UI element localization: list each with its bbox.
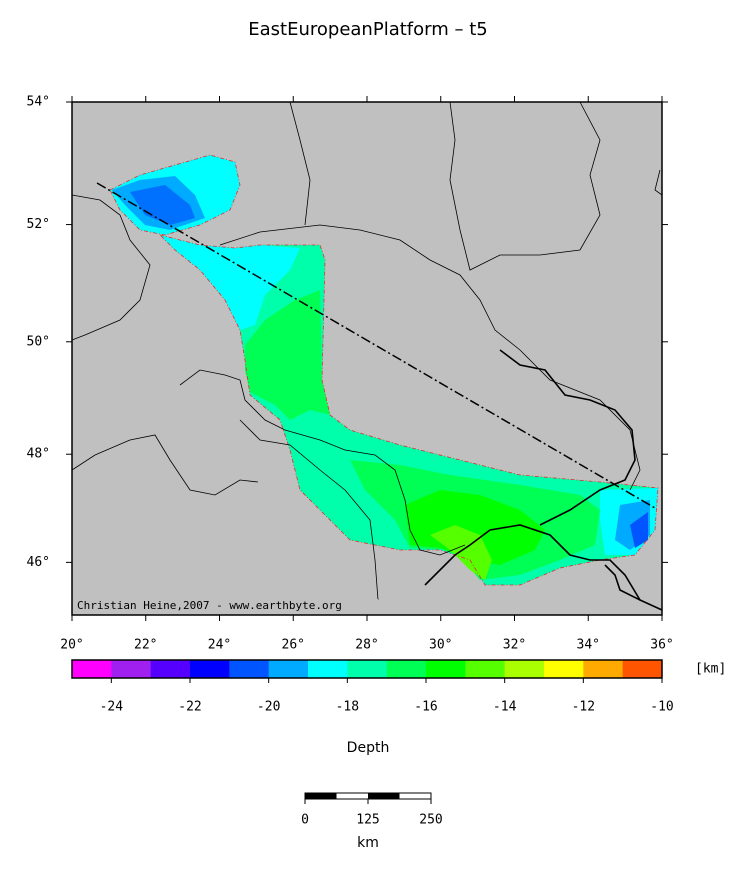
color-swatch <box>583 660 624 678</box>
colorbar-unit: [km] <box>695 662 726 677</box>
lon-label: 22° <box>134 638 157 653</box>
lat-label: 52° <box>27 217 50 232</box>
colorbar-tick-label: -20 <box>257 700 280 715</box>
scalebar <box>304 792 432 800</box>
coastline <box>499 349 636 526</box>
colorbar-label: Depth <box>347 740 390 756</box>
color-swatch <box>426 660 466 678</box>
color-swatch <box>544 660 584 678</box>
scalebar-segment <box>305 793 337 799</box>
lon-label: 34° <box>577 638 600 653</box>
depth-area <box>245 290 330 420</box>
scalebar-unit: km <box>357 835 379 851</box>
credit-box <box>76 599 378 613</box>
color-swatch <box>229 660 270 678</box>
lat-label: 46° <box>27 555 50 570</box>
colorbar-tick-label: -12 <box>572 700 595 715</box>
credit: Christian Heine,2007 - www.earthbyte.org <box>77 599 342 612</box>
depth-area <box>405 490 545 565</box>
lon-label: 24° <box>208 638 231 653</box>
colorbar-tick-label: -22 <box>178 700 201 715</box>
color-swatch <box>308 660 348 678</box>
scalebar-label: 250 <box>419 813 442 828</box>
axes: 20° 22° 24° 26° 28° 30° 32° 34° 36° 46° 48° 50° 52° 5… <box>27 95 674 653</box>
color-swatch <box>190 660 230 678</box>
colorbar-tick-label: -18 <box>336 700 359 715</box>
colorbar-tick-label: -10 <box>650 700 673 715</box>
border <box>239 419 379 601</box>
colorbar: -24 -22 -20 -18 -16 -14 -12 -10 <box>71 659 674 715</box>
border <box>71 434 259 496</box>
lon-label: 26° <box>282 638 305 653</box>
depth-area <box>130 185 195 225</box>
scalebar-label: 0 <box>301 813 309 828</box>
color-swatch <box>150 660 191 678</box>
colorbar-tick-label: -24 <box>100 700 124 715</box>
color-swatch <box>268 660 309 678</box>
lon-label: 36° <box>650 638 673 653</box>
border <box>219 224 641 491</box>
border <box>449 101 601 271</box>
color-swatch <box>386 660 427 678</box>
colorbar-tick-label: -16 <box>414 700 437 715</box>
lon-label: 30° <box>429 638 452 653</box>
lat-label: 48° <box>27 447 50 462</box>
map: Christian Heine,2007 - www.earthbyte.org <box>71 101 663 616</box>
colorbar-tick-label: -14 <box>493 700 517 715</box>
region-outline <box>109 154 659 586</box>
title: EastEuropeanPlatform – t5 <box>248 19 487 40</box>
border <box>179 369 466 556</box>
color-swatch <box>465 660 506 678</box>
depth-area <box>160 235 300 330</box>
color-swatch <box>622 660 663 678</box>
color-swatch <box>72 660 112 678</box>
color-swatch <box>111 660 152 678</box>
scalebar-label: 125 <box>356 813 379 828</box>
scalebar-ticks: 0 125 250 <box>301 799 443 828</box>
colorbar-frame <box>71 659 663 679</box>
color-swatch <box>504 660 545 678</box>
lon-label: 20° <box>60 638 83 653</box>
lon-label: 32° <box>503 638 526 653</box>
border <box>71 194 151 341</box>
color-swatch <box>347 660 388 678</box>
coastline <box>424 524 663 611</box>
coastline <box>604 564 641 601</box>
border <box>654 169 663 196</box>
lat-label: 54° <box>27 95 50 110</box>
lon-label: 28° <box>355 638 378 653</box>
border <box>289 101 311 226</box>
depth-area <box>630 512 648 548</box>
depth-area <box>430 525 492 580</box>
scalebar-segment <box>368 793 400 799</box>
lat-label: 50° <box>27 334 50 349</box>
